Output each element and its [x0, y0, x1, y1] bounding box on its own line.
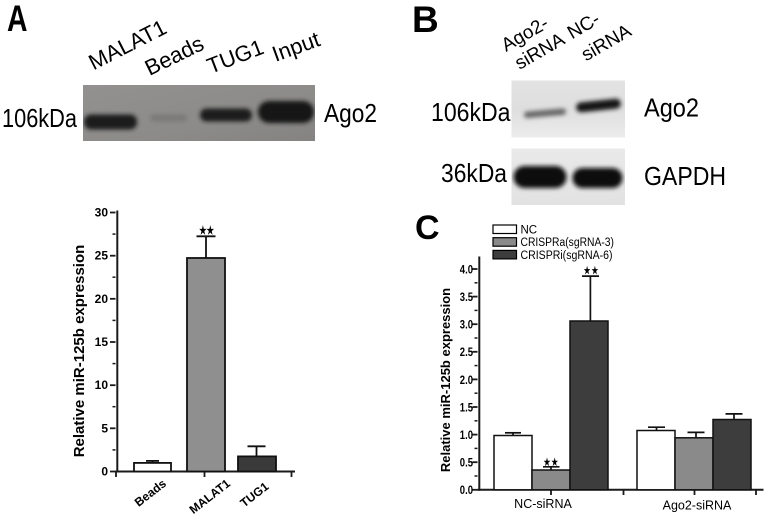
svg-text:Relative miR-125b expression: Relative miR-125b expression: [438, 288, 453, 472]
svg-text:A: A: [7, 0, 28, 39]
svg-text:25: 25: [95, 249, 109, 263]
svg-text:2.0: 2.0: [460, 375, 473, 387]
svg-text:20: 20: [95, 292, 109, 306]
svg-text:106kDa: 106kDa: [431, 97, 511, 127]
svg-text:CRISPRi(sgRNA-6): CRISPRi(sgRNA-6): [521, 250, 613, 262]
svg-text:GAPDH: GAPDH: [644, 161, 726, 191]
svg-text:30: 30: [95, 206, 109, 220]
svg-text:1.0: 1.0: [460, 430, 473, 442]
svg-text:Beads: Beads: [132, 476, 169, 509]
svg-text:NC-siRNA: NC-siRNA: [514, 497, 572, 511]
svg-text:36kDa: 36kDa: [441, 158, 507, 188]
svg-text:NC: NC: [521, 225, 538, 237]
svg-text:C: C: [415, 209, 440, 247]
svg-text:B: B: [412, 0, 439, 40]
svg-text:15: 15: [95, 335, 109, 349]
svg-text:4.0: 4.0: [460, 264, 473, 276]
svg-text:5: 5: [101, 421, 108, 435]
svg-text:Relative miR-125b expression: Relative miR-125b expression: [71, 245, 88, 458]
svg-text:TUG1: TUG1: [203, 34, 267, 78]
svg-text:MALAT1: MALAT1: [187, 476, 234, 517]
svg-text:CRISPRa(sgRNA-3): CRISPRa(sgRNA-3): [521, 237, 615, 249]
svg-text:1.5: 1.5: [460, 402, 474, 414]
svg-text:2.5: 2.5: [460, 347, 474, 359]
svg-text:TUG1: TUG1: [237, 479, 271, 510]
svg-text:0.0: 0.0: [460, 485, 473, 497]
svg-text:3.0: 3.0: [460, 320, 473, 332]
svg-text:Ago2-siRNA: Ago2-siRNA: [663, 499, 732, 513]
svg-text:0: 0: [101, 465, 108, 479]
svg-text:Input: Input: [269, 26, 324, 66]
svg-text:3.5: 3.5: [460, 292, 474, 304]
svg-text:106kDa: 106kDa: [2, 103, 77, 133]
svg-text:10: 10: [95, 378, 109, 392]
svg-text:0.5: 0.5: [460, 458, 474, 470]
svg-text:Ago2: Ago2: [324, 98, 377, 128]
svg-text:Ago2: Ago2: [644, 93, 699, 123]
